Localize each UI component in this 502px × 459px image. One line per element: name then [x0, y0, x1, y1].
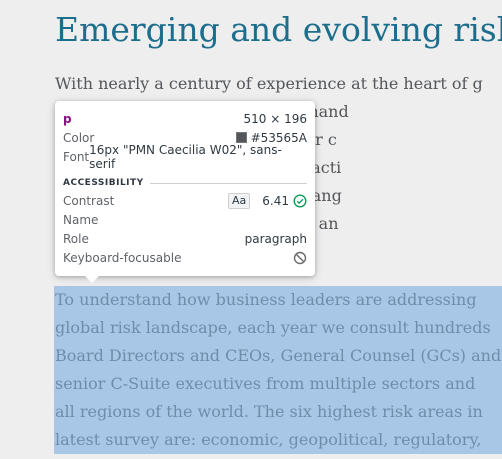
accessibility-section-heading: ACCESSIBILITY: [63, 171, 307, 191]
paragraph-line: With nearly a century of experience at t…: [55, 74, 483, 93]
inspector-tooltip: p 510 × 196 Color #53565A Font 16px "PMN…: [55, 101, 315, 283]
page-heading: Emerging and evolving risk: [55, 10, 502, 49]
paragraph-line: Board Directors and CEOs, General Counse…: [55, 346, 502, 365]
paragraph-line: global risk landscape, each year we cons…: [55, 318, 491, 337]
name-row: Name: [63, 210, 307, 229]
highlighted-paragraph[interactable]: To understand how business leaders are a…: [54, 286, 502, 454]
role-label: Role: [63, 231, 89, 246]
section-divider: [149, 182, 307, 184]
color-row: Color #53565A: [63, 128, 307, 147]
element-tag: p: [63, 111, 72, 126]
role-value: paragraph: [244, 231, 307, 246]
paragraph-line: latest survey are: economic, geopolitica…: [55, 430, 482, 449]
accessibility-heading: ACCESSIBILITY: [63, 178, 144, 188]
name-label: Name: [63, 212, 99, 227]
no-entry-icon: [293, 251, 307, 265]
contrast-row: Contrast Aa 6.41: [63, 191, 307, 210]
font-row: Font 16px "PMN Caecilia W02", sans-serif: [63, 143, 307, 171]
color-value-group: #53565A: [235, 130, 307, 145]
font-value: 16px "PMN Caecilia W02", sans-serif: [89, 142, 282, 171]
keyboard-row: Keyboard-focusable: [63, 248, 307, 267]
check-circle-icon: [293, 193, 307, 208]
color-value: #53565A: [250, 130, 307, 145]
paragraph-line: all regions of the world. The six highes…: [55, 402, 483, 421]
element-dimensions: 510 × 196: [243, 111, 308, 126]
paragraph-line: senior C-Suite executives from multiple …: [55, 374, 476, 393]
role-row: Role paragraph: [63, 229, 307, 248]
tooltip-header: p 510 × 196: [63, 109, 307, 128]
paragraph-line: To understand how business leaders are a…: [55, 290, 477, 309]
contrast-badge: Aa: [228, 192, 251, 209]
font-label: Font: [63, 149, 90, 164]
contrast-label: Contrast: [63, 193, 115, 208]
keyboard-label: Keyboard-focusable: [63, 250, 182, 265]
contrast-value: 6.41: [262, 193, 289, 208]
contrast-value-group: Aa 6.41: [228, 192, 307, 209]
color-swatch: [235, 132, 247, 143]
color-label: Color: [63, 130, 95, 145]
